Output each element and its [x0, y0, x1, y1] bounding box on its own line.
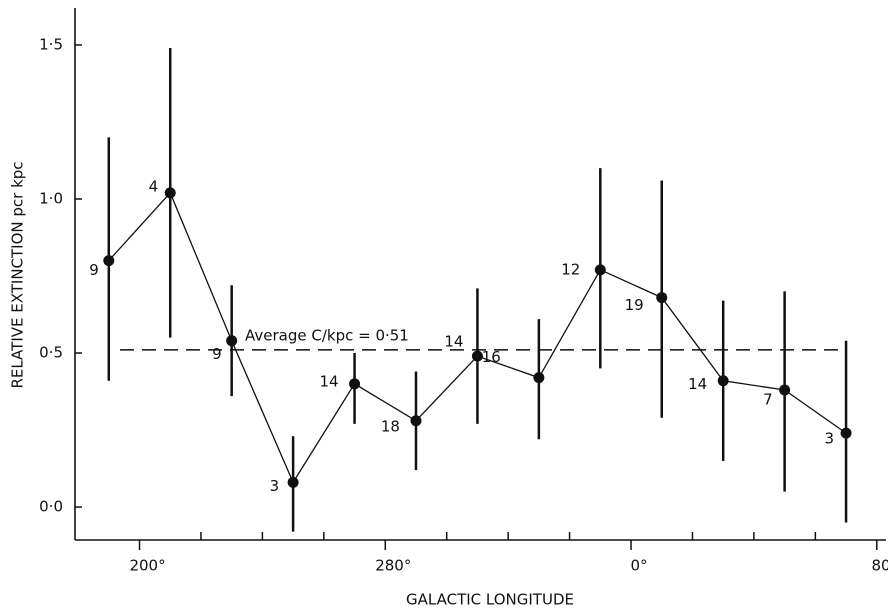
count-label: 14: [444, 333, 463, 351]
x-tick-label: 80°: [871, 557, 888, 575]
count-label: 14: [319, 372, 338, 390]
x-tick-label: 200°: [129, 557, 165, 575]
count-label: 3: [270, 477, 280, 495]
count-label: 9: [89, 261, 99, 279]
x-tick-label: 280°: [375, 557, 411, 575]
data-point: [656, 292, 668, 304]
data-point: [779, 384, 791, 396]
count-label: 18: [381, 417, 400, 435]
data-point: [164, 187, 176, 199]
average-label: Average C/kpc = 0·51: [245, 326, 409, 344]
y-tick-label: 0·0: [39, 498, 63, 516]
data-point: [594, 264, 606, 276]
x-axis-label: GALACTIC LONGITUDE: [406, 591, 574, 609]
count-label: 14: [688, 375, 707, 393]
count-label: 12: [561, 260, 580, 278]
y-tick-label: 1·5: [39, 35, 63, 53]
data-point: [410, 415, 422, 427]
y-tick-label: 0·5: [39, 344, 63, 362]
data-point: [103, 255, 115, 267]
data-point: [349, 378, 361, 390]
data-point: [471, 350, 483, 362]
y-axis-label: RELATIVE EXTINCTION pcr kpc: [9, 161, 27, 388]
count-label: 19: [625, 296, 644, 314]
data-point: [287, 476, 299, 488]
data-point: [840, 427, 852, 439]
y-tick-label: 1·0: [39, 189, 63, 207]
data-point: [717, 375, 729, 387]
x-tick-label: 0°: [631, 557, 648, 575]
count-label: 9: [212, 345, 222, 363]
data-point: [533, 372, 545, 384]
count-label: 7: [763, 390, 773, 408]
count-label: 16: [482, 348, 501, 366]
count-label: 3: [825, 430, 835, 448]
count-label: 4: [149, 177, 159, 195]
data-point: [226, 335, 238, 347]
